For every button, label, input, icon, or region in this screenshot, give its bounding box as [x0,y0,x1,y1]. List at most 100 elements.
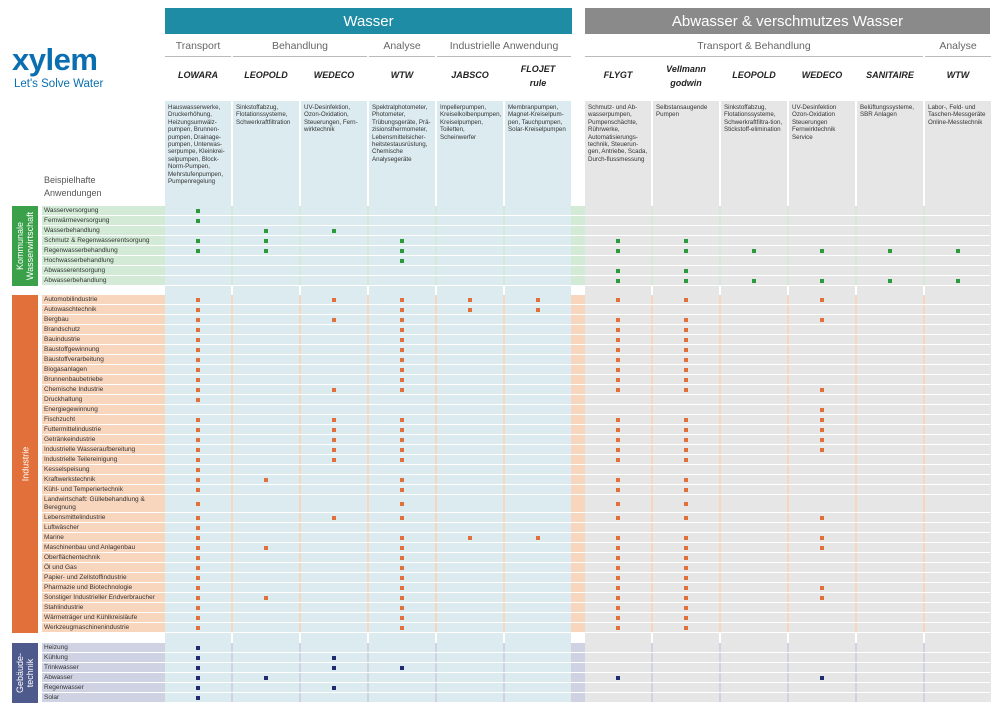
table-cell [789,355,855,364]
application-marker [196,348,200,352]
subheader-transport-behandlung: Transport & Behandlung [697,40,811,52]
table-cell [437,236,503,245]
table-cell [925,683,991,692]
table-cell [301,673,367,682]
table-cell [925,485,991,494]
row-label: Baustoffgewinnung [44,346,100,353]
table-cell [925,345,991,354]
application-marker [264,546,268,550]
table-cell [233,663,299,672]
table-cell [789,653,855,662]
table-cell [505,206,571,215]
application-marker [196,388,200,392]
table-cell [233,653,299,662]
table-cell [789,206,855,215]
table-cell [857,643,923,652]
column-description: Labor-, Feld- und Taschen-Messgeräte Onl… [928,104,986,126]
table-cell [721,543,787,552]
table-cell [789,256,855,265]
table-cell [857,533,923,542]
table-cell [721,365,787,374]
row-label: Pharmazie und Biotechnologie [44,584,133,591]
table-cell [789,475,855,484]
table-cell [925,395,991,404]
application-marker [196,626,200,630]
table-cell [653,663,719,672]
table-cell [369,226,435,235]
row-label: Energiegewinnung [44,406,98,413]
row-label: Industrielle Teilereinigung [44,456,118,463]
table-cell [437,623,503,632]
table-cell [505,246,571,255]
table-cell [925,266,991,275]
table-cell [437,435,503,444]
table-cell [437,583,503,592]
table-cell [505,563,571,572]
table-cell [925,455,991,464]
table-cell [653,673,719,682]
table-cell [505,365,571,374]
table-cell [233,495,299,512]
row-label: Trinkwasser [44,664,79,671]
row-label: Landwirtschaft: Güllebehandlung & Beregn… [44,496,145,511]
application-marker [264,478,268,482]
table-cell [789,623,855,632]
subheader-analyse-2: Analyse [939,40,977,52]
application-marker [400,566,404,570]
table-cell [721,236,787,245]
table-cell [369,405,435,414]
table-cell [233,533,299,542]
application-marker [264,676,268,680]
row-label: Kraftwerkstechnik [44,476,96,483]
table-cell [721,345,787,354]
table-cell [857,365,923,374]
table-cell [233,425,299,434]
table-cell [585,643,651,652]
table-cell [437,523,503,532]
application-marker [684,328,688,332]
table-cell [789,305,855,314]
row-label: Abwasserbehandlung [44,277,107,284]
table-cell [789,395,855,404]
table-cell [369,395,435,404]
table-cell [857,455,923,464]
table-cell [505,345,571,354]
side-label-line-1: Beispielhafte [44,175,96,185]
application-marker [332,318,336,322]
table-cell [437,276,503,285]
table-cell [301,563,367,572]
application-marker [684,478,688,482]
table-cell [721,513,787,522]
application-marker [616,626,620,630]
application-marker [196,666,200,670]
brand-logo: WTW [946,70,970,80]
application-marker [332,448,336,452]
table-cell [925,305,991,314]
table-cell [301,643,367,652]
table-cell [653,206,719,215]
table-cell [925,613,991,622]
table-cell [437,425,503,434]
application-marker [616,488,620,492]
subheader-analyse: Analyse [383,40,421,52]
table-cell [233,455,299,464]
row-label: Solar [44,694,60,701]
table-cell [165,266,231,275]
table-cell [505,673,571,682]
application-marker [684,269,688,273]
table-cell [857,415,923,424]
application-marker [684,616,688,620]
table-cell [925,513,991,522]
table-cell [653,683,719,692]
table-cell [857,375,923,384]
table-cell [925,583,991,592]
table-cell [789,345,855,354]
table-cell [233,355,299,364]
table-cell [925,543,991,552]
table-cell [301,206,367,215]
application-marker [820,428,824,432]
application-marker [196,209,200,213]
application-marker [196,358,200,362]
table-cell [721,593,787,602]
table-cell [857,325,923,334]
